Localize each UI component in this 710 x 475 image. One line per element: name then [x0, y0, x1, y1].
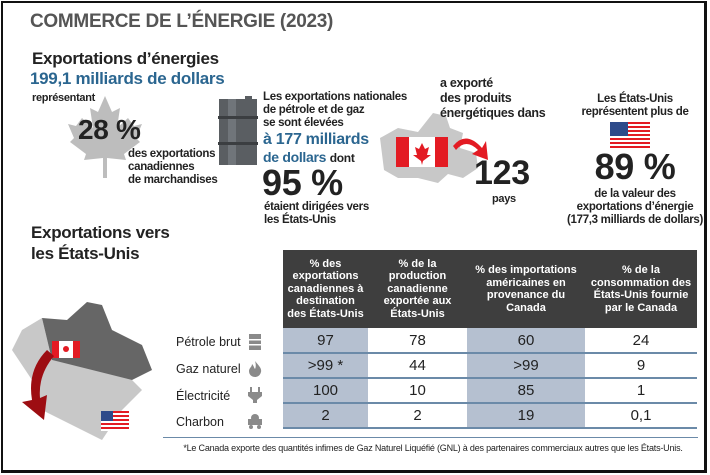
- exports-percent: 28 %: [78, 114, 141, 145]
- oilgas-line: se sont élevées: [263, 117, 344, 129]
- table-cell: 2: [283, 403, 368, 429]
- table-cell: 85: [467, 378, 585, 404]
- section2-heading: les États-Unis: [31, 244, 140, 263]
- table-row: 2 2 19 0,1: [283, 403, 697, 429]
- row-label: Pétrole brut: [176, 335, 241, 349]
- mine-cart-icon: [248, 414, 262, 429]
- table-cell: 44: [368, 353, 467, 379]
- us-flag-icon: [610, 122, 650, 148]
- barrel-icon: [248, 334, 262, 350]
- table-cell: 0,1: [585, 403, 697, 429]
- energy-table: % des exportations canadiennes à destina…: [283, 250, 697, 429]
- exports-amount: 199,1 milliards de dollars: [30, 69, 225, 88]
- exports-heading: Exportations d’énergies: [32, 49, 219, 68]
- footnote: *Le Canada exporte des quantités infimes…: [183, 443, 683, 453]
- countries-count: 123: [474, 154, 530, 192]
- table-cell: 24: [585, 328, 697, 354]
- oilgas-amount-unit: de dollars: [263, 149, 327, 165]
- table-header: % des importations américaines en proven…: [467, 250, 585, 328]
- table-cell: 9: [585, 353, 697, 379]
- maple-leaf-icon: [68, 96, 142, 178]
- countries-unit: pays: [492, 193, 516, 205]
- table-row: >99 * 44 >99 9: [283, 353, 697, 379]
- oilgas-dont: dont: [329, 151, 355, 165]
- countries-line: énergétiques dans: [440, 106, 546, 120]
- oil-barrel-icon: [218, 96, 258, 165]
- table-header: % de la production canadienne exportée a…: [368, 250, 467, 328]
- table-row: 97 78 60 24: [283, 328, 697, 354]
- canada-map-icon: [380, 113, 488, 183]
- flame-icon: [249, 361, 262, 377]
- red-arrow-icon: [453, 138, 488, 160]
- table-cell: 78: [368, 328, 467, 354]
- section2-heading: Exportations vers: [31, 223, 170, 242]
- us-desc-line: de la valeur des: [594, 188, 676, 200]
- table-divider: [163, 437, 698, 438]
- exports-representing: représentant: [32, 92, 96, 104]
- table-cell: >99 *: [283, 353, 368, 379]
- table-cell: 1: [585, 378, 697, 404]
- table-cell: 10: [368, 378, 467, 404]
- oilgas-line: Les exportations nationales: [263, 91, 407, 103]
- table-cell: 100: [283, 378, 368, 404]
- row-label: Électricité: [176, 389, 231, 403]
- table-cell: >99: [467, 353, 585, 379]
- oilgas-desc-line: étaient dirigées vers: [264, 201, 369, 213]
- row-label: Charbon: [176, 415, 224, 429]
- us-desc-line: (177,3 milliards de dollars): [566, 214, 704, 226]
- table-header: % de la consommation des États-Unis four…: [585, 250, 697, 328]
- table-header: % des exportations canadiennes à destina…: [283, 250, 368, 328]
- us-percent: 89 %: [594, 146, 676, 187]
- table-row: 100 10 85 1: [283, 378, 697, 404]
- table-cell: 2: [368, 403, 467, 429]
- table-cell: 60: [467, 328, 585, 354]
- us-line: représentent plus de: [581, 106, 689, 118]
- plug-icon: [248, 387, 262, 403]
- us-line: Les États-Unis: [597, 93, 673, 105]
- oilgas-line: de pétrole et de gaz: [263, 104, 365, 116]
- page-title: COMMERCE DE L’ÉNERGIE (2023): [30, 11, 334, 32]
- oilgas-percent: 95 %: [262, 162, 343, 203]
- exports-desc-line: de marchandises: [128, 174, 218, 186]
- countries-line: des produits: [440, 91, 512, 105]
- exports-desc-line: canadiennes: [128, 161, 195, 173]
- us-desc-line: exportations d’énergie: [576, 201, 694, 213]
- row-label: Gaz naturel: [176, 362, 241, 376]
- table-header-row: % des exportations canadiennes à destina…: [283, 250, 697, 328]
- red-arrow-icon: [22, 350, 54, 420]
- oilgas-desc-line: les États-Unis: [264, 214, 336, 226]
- exports-desc-line: des exportations: [128, 148, 216, 160]
- countries-line: a exporté: [440, 76, 493, 90]
- north-america-map-icon: [12, 302, 152, 440]
- oilgas-amount: à 177 milliards: [263, 131, 369, 148]
- table-cell: 19: [467, 403, 585, 429]
- table-cell: 97: [283, 328, 368, 354]
